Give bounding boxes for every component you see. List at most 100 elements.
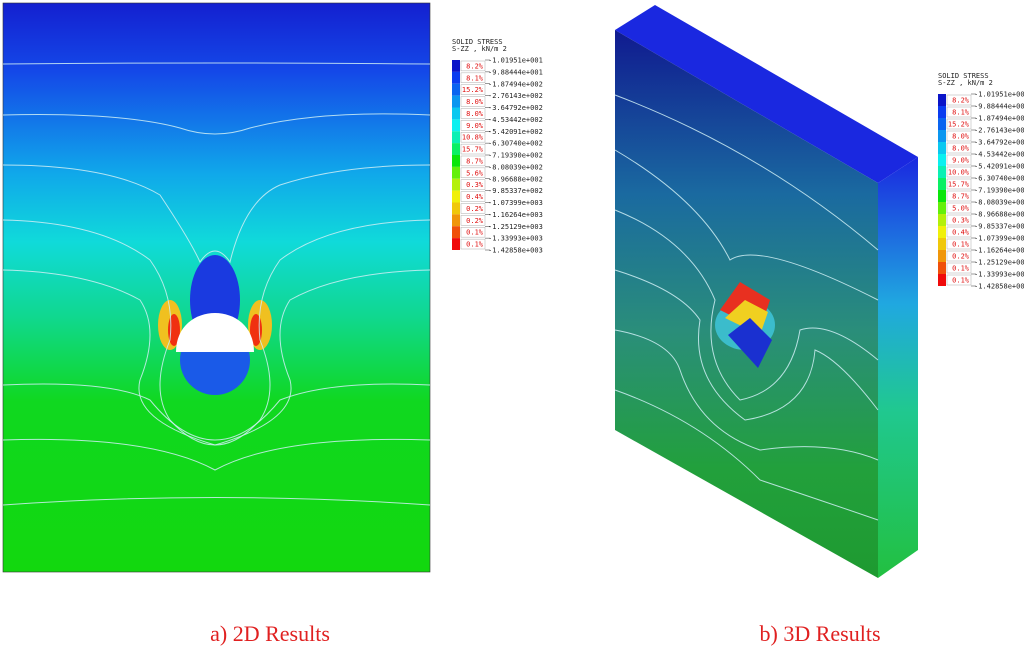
percent-box [946, 118, 972, 130]
percent-box [460, 167, 486, 178]
legend-percent: 8.1% [952, 109, 970, 117]
legend-percent: 0.1% [466, 229, 484, 237]
legend-level: -8.96688e+002 [488, 175, 543, 183]
percent-box [460, 215, 486, 226]
legend-swatch [938, 154, 946, 166]
legend-swatch [938, 190, 946, 202]
legend-level: -1.16264e+003 [488, 211, 543, 219]
percent-box [946, 250, 972, 262]
legend-swatch [452, 71, 460, 84]
percent-box [946, 214, 972, 226]
legend-percent: 9.0% [466, 122, 484, 130]
legend-level: -1.01951e+001 [974, 91, 1024, 99]
legend-percent: 10.0% [948, 169, 970, 177]
legend-level: -5.42091e+002 [974, 163, 1024, 171]
percent-box [946, 262, 972, 274]
legend-swatch [938, 94, 946, 106]
legend-percent: 8.0% [952, 133, 970, 141]
legend-level: -7.19390e+002 [488, 152, 543, 160]
legend-percent: 0.3% [952, 217, 970, 225]
legend-percent: 8.2% [466, 62, 484, 70]
legend-level: -8.08039e+002 [974, 199, 1024, 207]
percent-box [946, 130, 972, 142]
percent-box [946, 190, 972, 202]
legend-level: -1.16264e+003 [974, 247, 1024, 255]
legend-level: -1.33993e+003 [974, 271, 1024, 279]
legend-swatch [938, 130, 946, 142]
legend-percent: 8.2% [952, 97, 970, 105]
legend-level: -9.85337e+002 [974, 223, 1024, 231]
percent-box [460, 238, 486, 250]
contour-2d [2, 2, 431, 573]
legend-percent: 0.1% [466, 241, 484, 249]
percent-box [460, 203, 486, 214]
legend-level: -4.53442e+002 [974, 151, 1024, 159]
percent-box [460, 227, 486, 238]
legend-percent: 15.2% [948, 121, 970, 129]
percent-box [460, 132, 486, 143]
legend-percent: 0.1% [952, 265, 970, 273]
caption: a) 2D Results [210, 621, 330, 646]
percent-box [460, 108, 486, 119]
legend-swatch [938, 106, 946, 118]
legend-level: -1.33993e+003 [488, 235, 543, 243]
percent-box [946, 154, 972, 166]
percent-box [946, 178, 972, 190]
legend-level: -9.88444e+001 [974, 103, 1024, 111]
legend-swatch [452, 155, 460, 167]
legend-percent: 0.3% [466, 181, 484, 189]
percent-box [460, 96, 486, 107]
legend-title: SOLID STRESS [452, 38, 503, 46]
percent-box [946, 166, 972, 178]
legend-percent: 0.1% [952, 241, 970, 249]
legend-level: -7.19390e+002 [974, 187, 1024, 195]
percent-box [946, 238, 972, 250]
legend-swatch [452, 166, 460, 179]
percent-box [460, 84, 486, 95]
percent-box [460, 155, 486, 167]
legend-level: -1.07399e+003 [488, 199, 543, 207]
legend-percent: 10.8% [462, 134, 484, 142]
legend-unit: S-ZZ , kN/m 2 [938, 79, 993, 87]
legend-percent: 8.7% [466, 157, 484, 165]
legend-level: -1.25129e+003 [974, 259, 1024, 267]
legend-percent: 0.2% [466, 205, 484, 213]
legend-level: -1.42858e+003 [488, 247, 543, 255]
legend-swatch [938, 202, 946, 214]
legend-swatch [938, 262, 946, 274]
legend-percent: 8.7% [952, 193, 970, 201]
legend-swatch [452, 202, 460, 215]
legend-title: SOLID STRESS [938, 72, 989, 80]
legend-percent: 0.1% [952, 277, 970, 285]
legend-level: -8.96688e+002 [974, 211, 1024, 219]
legend-swatch [452, 226, 460, 239]
percent-box [460, 191, 486, 202]
legend-swatch [938, 274, 946, 286]
legend-percent: 15.7% [462, 146, 484, 154]
caption: b) 3D Results [760, 621, 881, 646]
percent-box [946, 94, 972, 106]
legend-swatch [452, 178, 460, 191]
legend-level: -1.42858e+003 [974, 283, 1024, 291]
legend-level: -1.01951e+001 [488, 57, 543, 65]
legend-swatch [452, 190, 460, 203]
legend-level: -5.42091e+002 [488, 128, 543, 136]
legend-swatch [938, 142, 946, 154]
legend-swatch [938, 250, 946, 262]
legend-level: -2.76143e+002 [974, 127, 1024, 135]
percent-box [460, 72, 486, 83]
legend-level: -9.85337e+002 [488, 187, 543, 195]
legend-level: -8.08039e+002 [488, 163, 543, 171]
legend-level: -1.25129e+003 [488, 223, 543, 231]
percent-box [946, 142, 972, 154]
percent-box [460, 60, 486, 72]
legend-swatch [938, 226, 946, 238]
legend-level: -3.64792e+002 [488, 104, 543, 112]
legend-percent: 8.0% [466, 98, 484, 106]
legend-swatch [938, 166, 946, 178]
legend-percent: 0.4% [466, 193, 484, 201]
percent-box [946, 106, 972, 118]
legend-swatch [452, 119, 460, 132]
